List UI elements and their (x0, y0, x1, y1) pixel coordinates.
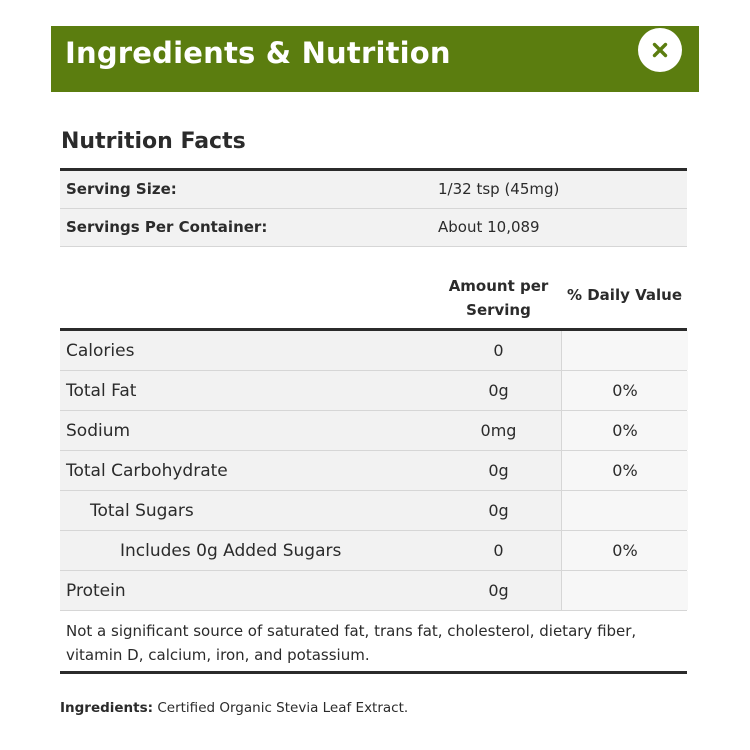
nutrient-row: Protein 0g (60, 571, 688, 611)
nutrient-row: Calories 0 (60, 331, 688, 371)
nutrient-amount: 0 (493, 541, 504, 560)
modal-header: Ingredients & Nutrition (51, 26, 699, 92)
nutrient-daily-value-cell: 0% (561, 371, 688, 410)
serving-size-label: Serving Size: (66, 180, 177, 198)
amount-per-serving-header: Amount per Serving (445, 274, 552, 322)
nutrient-daily-value-cell: 0% (561, 531, 688, 570)
ingredients-text: Certified Organic Stevia Leaf Extract. (157, 700, 409, 716)
nutrient-daily-value: 0% (612, 461, 638, 480)
nutrition-column-headers: Amount per Serving % Daily Value (60, 274, 687, 328)
nutrient-name: Protein (66, 581, 126, 601)
amount-header-line1: Amount per (448, 277, 549, 295)
nutrient-name: Total Carbohydrate (66, 461, 228, 481)
nutrient-daily-value: 0% (612, 541, 638, 560)
nutrient-row: Includes 0g Added Sugars 0 0% (60, 531, 688, 571)
nutrient-row: Sodium 0mg 0% (60, 411, 688, 451)
nutrient-table: Calories 0 Total Fat 0g 0% Sodium 0mg 0%… (60, 328, 688, 611)
nutrient-amount: 0mg (480, 421, 517, 440)
nutrition-facts-title: Nutrition Facts (61, 129, 246, 154)
modal-title: Ingredients & Nutrition (65, 36, 451, 70)
serving-info-table: Serving Size: 1/32 tsp (45mg) Servings P… (60, 168, 687, 247)
nutrition-footnote: Not a significant source of saturated fa… (60, 611, 687, 674)
serving-size-value: 1/32 tsp (45mg) (438, 180, 560, 198)
nutrient-name: Calories (66, 341, 135, 361)
nutrient-name: Includes 0g Added Sugars (120, 541, 342, 561)
nutrient-daily-value-cell (561, 571, 688, 610)
nutrient-daily-value: 0% (612, 381, 638, 400)
nutrient-row: Total Carbohydrate 0g 0% (60, 451, 688, 491)
nutrient-amount: 0g (488, 381, 509, 400)
nutrient-daily-value: 0% (612, 421, 638, 440)
nutrient-name: Sodium (66, 421, 131, 441)
serving-size-row: Serving Size: 1/32 tsp (45mg) (60, 171, 687, 209)
ingredients-line: Ingredients: Certified Organic Stevia Le… (60, 700, 408, 716)
daily-value-header: % Daily Value (566, 286, 682, 304)
nutrient-amount: 0g (488, 581, 509, 600)
nutrient-amount: 0g (488, 501, 509, 520)
nutrient-amount: 0g (488, 461, 509, 480)
nutrient-daily-value-cell: 0% (561, 451, 688, 490)
servings-per-container-value: About 10,089 (438, 218, 540, 236)
nutrient-daily-value-cell (561, 331, 688, 370)
servings-per-container-row: Servings Per Container: About 10,089 (60, 209, 687, 247)
nutrient-row: Total Fat 0g 0% (60, 371, 688, 411)
nutrient-daily-value-cell (561, 491, 688, 530)
nutrient-amount: 0 (493, 341, 504, 360)
nutrient-row: Total Sugars 0g (60, 491, 688, 531)
close-button[interactable] (638, 28, 682, 72)
servings-per-container-label: Servings Per Container: (66, 218, 268, 236)
close-icon (652, 42, 668, 58)
amount-header-line2: Serving (466, 301, 531, 319)
nutrient-daily-value-cell: 0% (561, 411, 688, 450)
nutrient-name: Total Sugars (90, 501, 194, 521)
ingredients-label: Ingredients: (60, 700, 154, 716)
nutrient-name: Total Fat (66, 381, 137, 401)
footnote-text: Not a significant source of saturated fa… (66, 622, 637, 664)
